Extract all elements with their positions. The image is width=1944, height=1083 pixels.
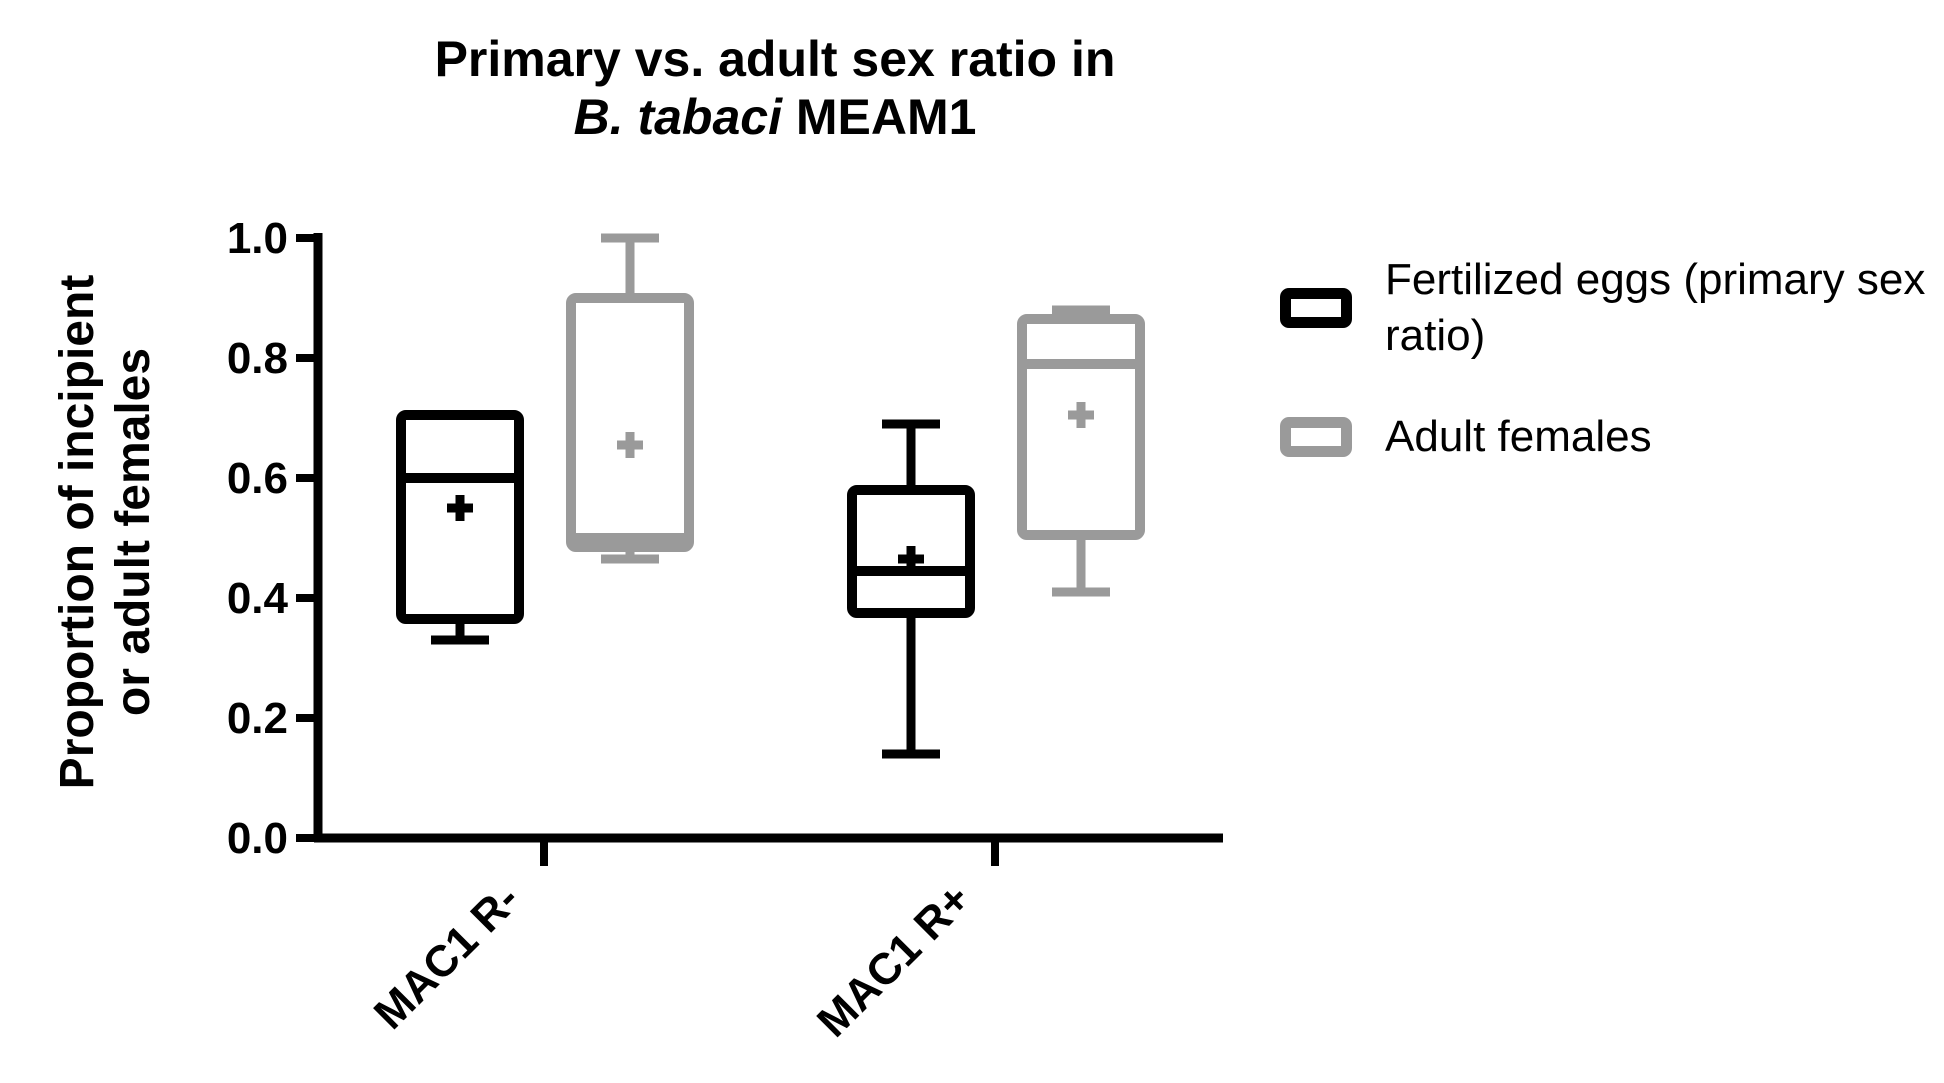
box-group-gray-2 (1017, 305, 1145, 597)
legend: Fertilized eggs (primary sex ratio) Adul… (1280, 252, 1930, 465)
legend-swatch-black-box (1280, 288, 1352, 328)
box-group-black-2 (847, 419, 975, 759)
legend-swatch-gray-box (1280, 417, 1352, 457)
box-group-gray-1 (566, 233, 694, 564)
legend-label-fertilized-eggs: Fertilized eggs (primary sex ratio) (1385, 255, 1926, 360)
iqr-box (566, 293, 694, 552)
y-tick-label: 0.2 (227, 694, 288, 743)
chart-title: Primary vs. adult sex ratio in B. tabaci… (270, 30, 1280, 146)
title-line-2-rest: MEAM1 (781, 89, 977, 145)
legend-label-adult-females: Adult females (1385, 412, 1652, 461)
legend-item-fertilized-eggs: Fertilized eggs (primary sex ratio) (1280, 252, 1930, 364)
x-tick-label: MAC1 R+ (808, 874, 980, 1046)
y-tick-label: 1.0 (227, 214, 288, 263)
y-tick-label: 0.8 (227, 334, 288, 383)
box-group-black-1 (396, 410, 524, 645)
y-tick-label: 0.0 (227, 814, 288, 863)
y-tick-label: 0.6 (227, 454, 288, 503)
title-line-1: Primary vs. adult sex ratio in (434, 31, 1116, 87)
species-name-italic: B. tabaci (573, 89, 782, 145)
title-line-2: B. tabaci MEAM1 (270, 88, 1280, 146)
legend-item-adult-females: Adult females (1280, 409, 1930, 465)
x-tick-label: MAC1 R- (365, 874, 529, 1038)
y-tick-label: 0.4 (227, 574, 289, 623)
